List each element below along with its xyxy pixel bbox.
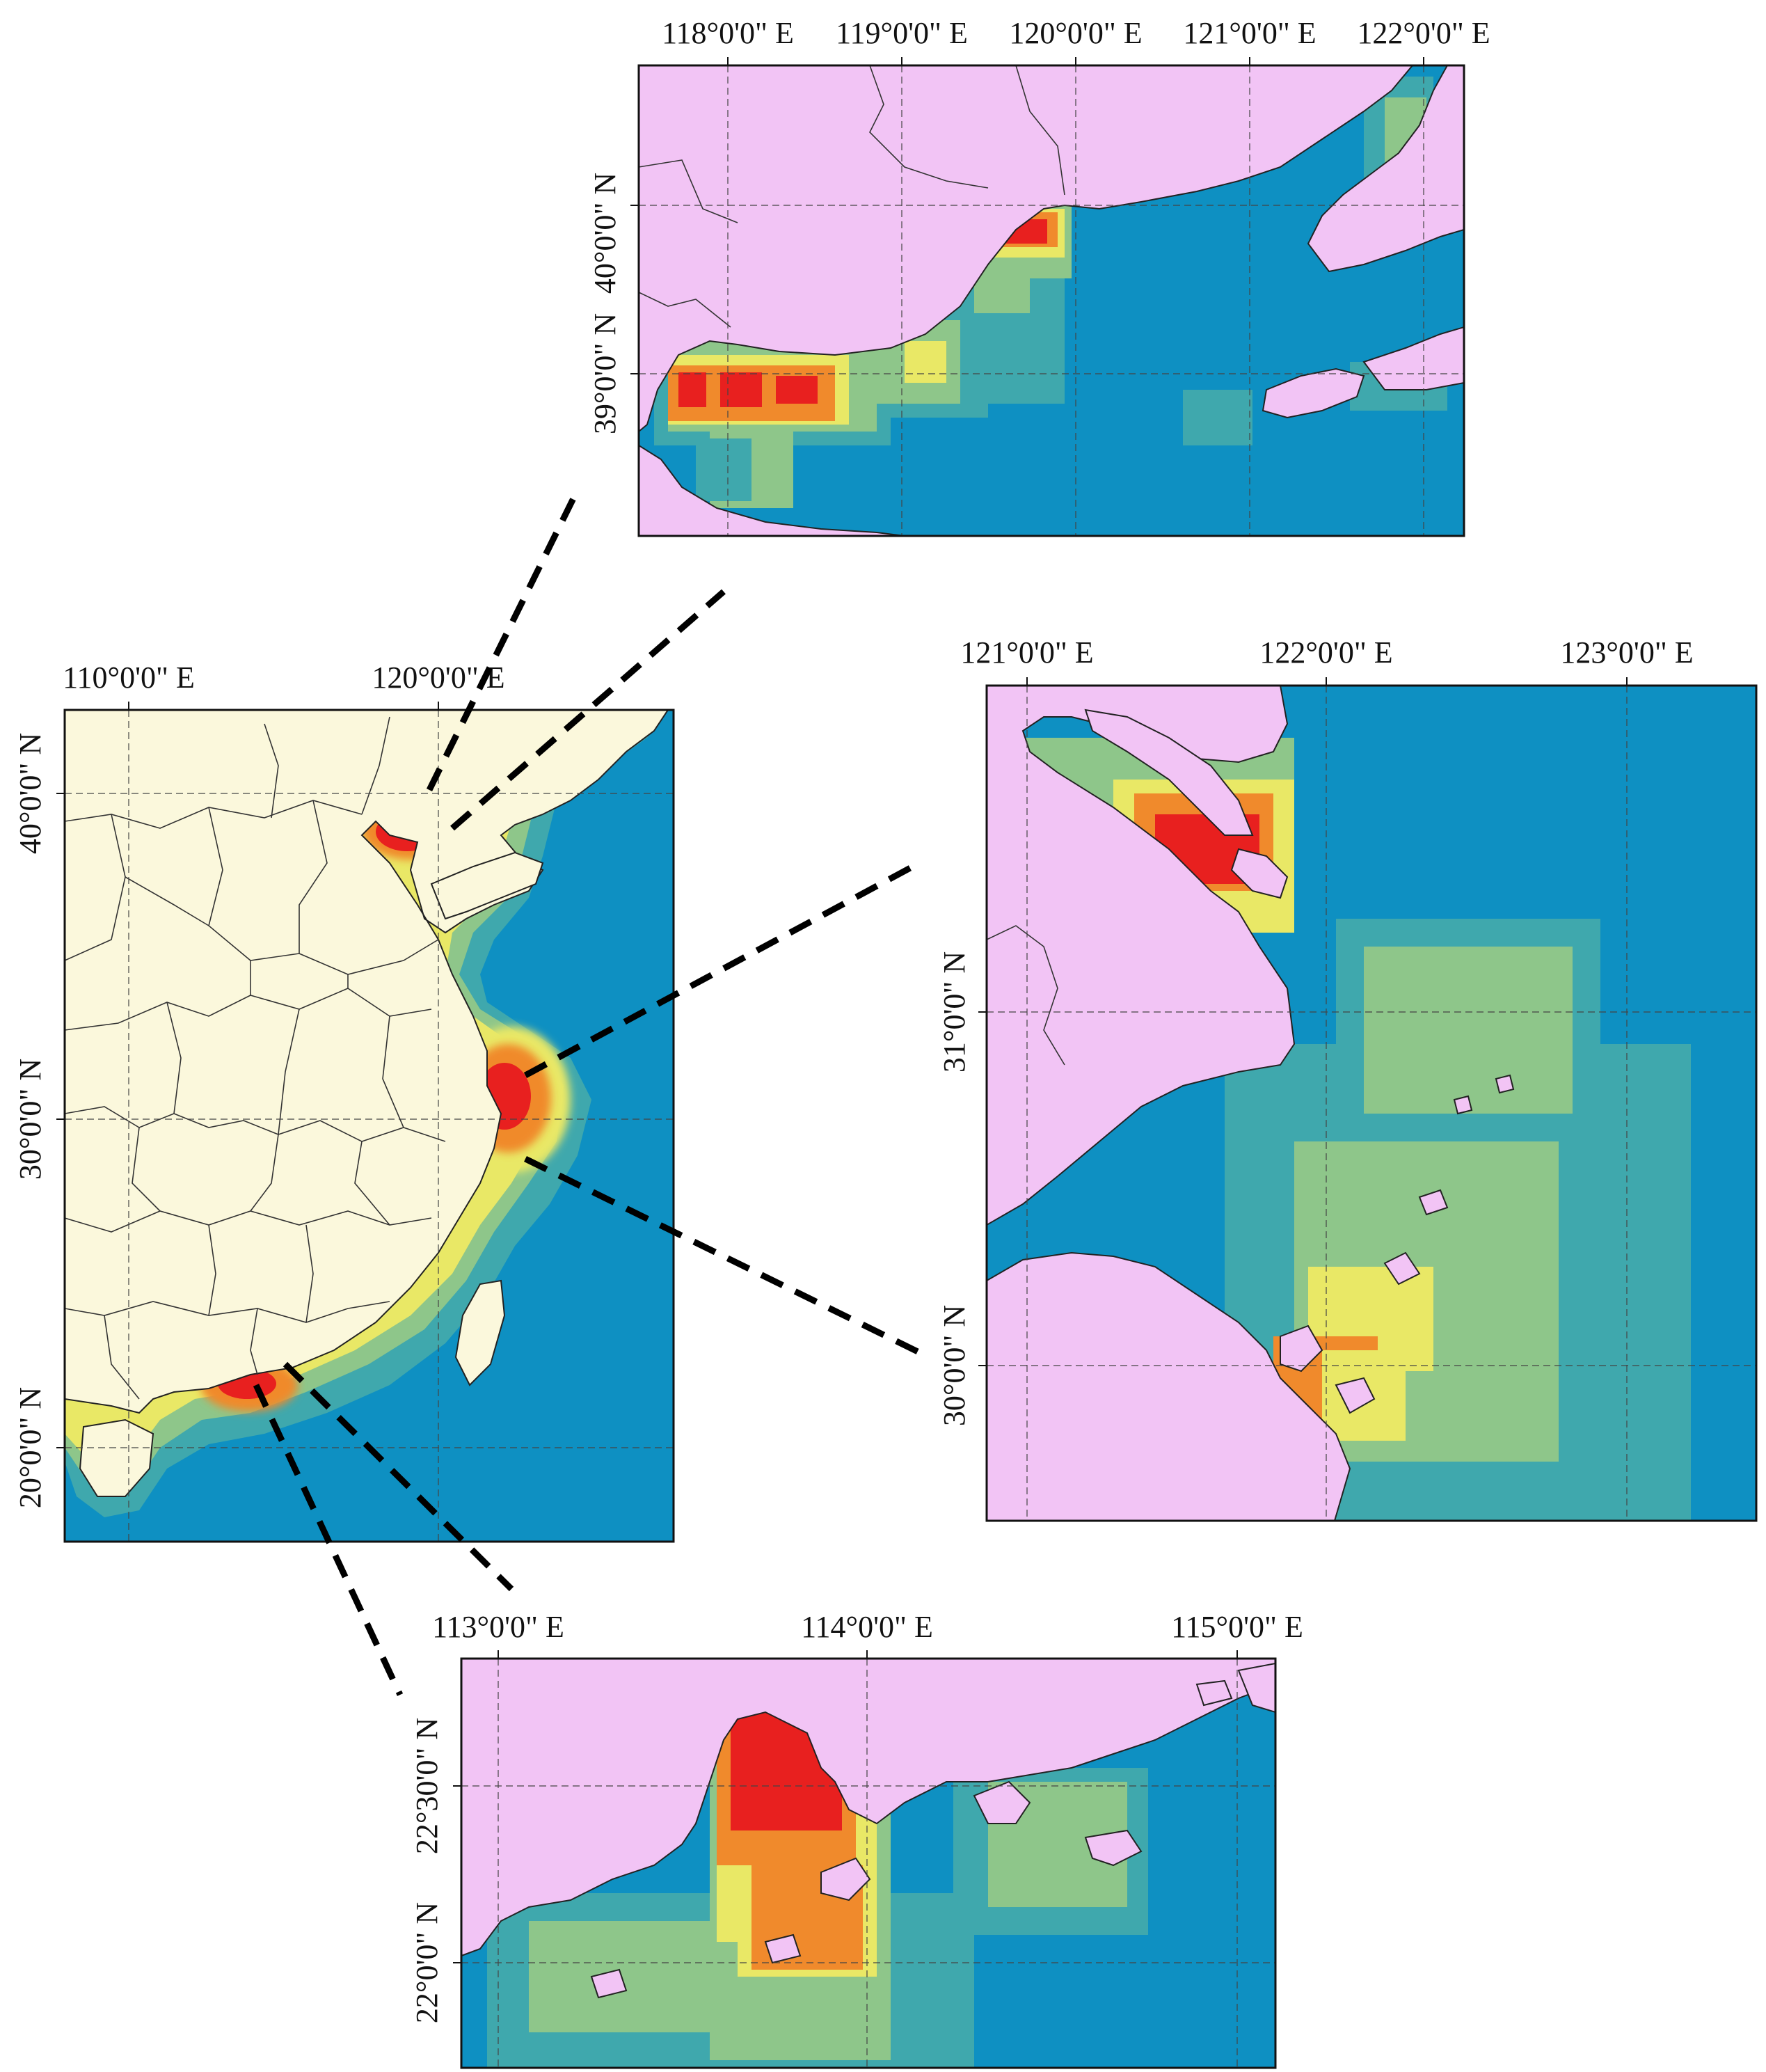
- overview-y-tick-30: 30°0'0" N: [13, 1059, 47, 1180]
- yangtze-y-tick-marks: [978, 1011, 987, 1366]
- pearl-x-tick-114: 114°0'0" E: [801, 1610, 933, 1644]
- bohai-x-tick-122: 122°0'0" E: [1357, 16, 1490, 50]
- pearl-y-tick-22: 22°0'0" N: [410, 1902, 444, 2023]
- overview-y-tick-20: 20°0'0" N: [13, 1387, 47, 1508]
- leader-bohai-right: [450, 589, 726, 831]
- leader-pearl-left: [253, 1384, 404, 1696]
- leader-bohai-left: [426, 486, 582, 791]
- inset-pearl: 113°0'0" E 114°0'0" E 115°0'0" E 22°30'0…: [410, 1610, 1303, 2069]
- overview-hainan: [79, 1418, 154, 1497]
- yangtze-y-tick-30: 30°0'0" N: [937, 1305, 971, 1426]
- overview-taiwan: [454, 1279, 506, 1386]
- yangtze-x-tick-122: 122°0'0" E: [1259, 635, 1392, 670]
- yangtze-boundaries: [987, 925, 1065, 1066]
- bohai-land: [639, 65, 1464, 536]
- overview-shandong: [430, 851, 544, 920]
- bohai-x-tick-121: 121°0'0" E: [1183, 16, 1316, 50]
- bohai-x-tick-120: 120°0'0" E: [1009, 16, 1142, 50]
- yangtze-graticule: [987, 686, 1756, 1521]
- yangtze-y-tick-31: 31°0'0" N: [937, 951, 971, 1073]
- inset-bohai: 118°0'0" E 119°0'0" E 120°0'0" E 121°0'0…: [588, 16, 1490, 537]
- bohai-x-tick-marks: [727, 57, 1424, 65]
- bohai-y-tick-40: 40°0'0" N: [588, 173, 622, 294]
- overview-map: 110°0'0" E 120°0'0" E 40°0'0" N 30°0'0" …: [13, 661, 675, 1543]
- bohai-y-tick-39: 39°0'0" N: [588, 313, 622, 434]
- bohai-y-tick-marks: [630, 205, 639, 374]
- overview-y-tick-marks: [56, 793, 65, 1448]
- pearl-graticule: [461, 1659, 1275, 2068]
- inset-yangtze: 121°0'0" E 122°0'0" E 123°0'0" E 31°0'0"…: [937, 635, 1758, 1522]
- pearl-y-tick-marks: [453, 1785, 461, 1963]
- bohai-boundaries: [639, 65, 1065, 328]
- bohai-graticule: [639, 65, 1464, 536]
- yangtze-frame: [985, 684, 1758, 1522]
- leader-pearl-right: [283, 1361, 514, 1592]
- yangtze-land: [987, 686, 1515, 1521]
- pearl-land: [461, 1659, 1275, 1999]
- pearl-x-tick-115: 115°0'0" E: [1171, 1610, 1303, 1644]
- yangtze-x-tick-123: 123°0'0" E: [1560, 635, 1693, 670]
- yangtze-x-tick-121: 121°0'0" E: [960, 635, 1093, 670]
- overview-frame: [63, 709, 675, 1543]
- pearl-x-tick-113: 113°0'0" E: [432, 1610, 564, 1644]
- pearl-x-tick-marks: [498, 1650, 1238, 1659]
- overview-x-tick-marks: [128, 702, 439, 710]
- overview-graticule: [65, 710, 674, 1542]
- overview-y-tick-40: 40°0'0" N: [13, 733, 47, 854]
- bohai-frame: [637, 64, 1465, 537]
- pearl-frame: [460, 1657, 1277, 2069]
- bohai-x-tick-119: 119°0'0" E: [836, 16, 968, 50]
- bohai-x-tick-118: 118°0'0" E: [662, 16, 794, 50]
- leader-lines: [253, 486, 924, 1696]
- yangtze-x-tick-marks: [1026, 677, 1628, 686]
- pearl-y-tick-2230: 22°30'0" N: [410, 1718, 444, 1854]
- overview-x-tick-110: 110°0'0" E: [63, 661, 195, 695]
- overview-province-boundaries: [65, 716, 446, 1400]
